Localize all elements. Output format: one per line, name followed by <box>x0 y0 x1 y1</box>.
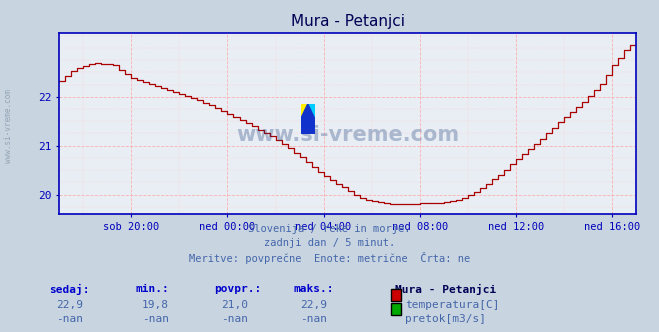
Polygon shape <box>301 104 315 134</box>
Text: povpr.:: povpr.: <box>214 284 262 294</box>
Text: Meritve: povprečne  Enote: metrične  Črta: ne: Meritve: povprečne Enote: metrične Črta:… <box>189 252 470 264</box>
Text: www.si-vreme.com: www.si-vreme.com <box>4 89 13 163</box>
Text: -nan: -nan <box>142 314 169 324</box>
Text: -nan: -nan <box>221 314 248 324</box>
Text: www.si-vreme.com: www.si-vreme.com <box>236 124 459 144</box>
Text: pretok[m3/s]: pretok[m3/s] <box>405 314 486 324</box>
Text: 22,9: 22,9 <box>56 300 83 310</box>
Text: Slovenija / reke in morje.: Slovenija / reke in morje. <box>248 224 411 234</box>
Text: -nan: -nan <box>56 314 83 324</box>
Text: 19,8: 19,8 <box>142 300 169 310</box>
Polygon shape <box>301 104 308 119</box>
Text: 22,9: 22,9 <box>300 300 327 310</box>
Text: zadnji dan / 5 minut.: zadnji dan / 5 minut. <box>264 238 395 248</box>
Text: sedaj:: sedaj: <box>49 284 90 295</box>
Title: Mura - Petanjci: Mura - Petanjci <box>291 14 405 29</box>
Text: maks.:: maks.: <box>293 284 333 294</box>
Text: -nan: -nan <box>300 314 327 324</box>
Text: temperatura[C]: temperatura[C] <box>405 300 500 310</box>
Text: min.:: min.: <box>135 284 169 294</box>
Polygon shape <box>308 104 315 119</box>
Text: Mura - Petanjci: Mura - Petanjci <box>395 284 497 295</box>
Text: 21,0: 21,0 <box>221 300 248 310</box>
